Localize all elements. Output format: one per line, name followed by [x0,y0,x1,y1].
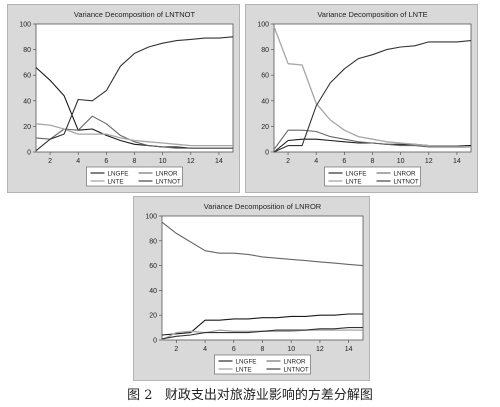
figure-caption-label: 图 2 [127,388,153,403]
legend-label-lngfe: LNGFE [346,171,367,178]
series-line-lngfe [161,313,363,336]
legend-label-lntnot: LNTNOT [394,179,419,186]
x-tick-label: 4 [203,346,207,353]
x-tick-label: 14 [453,158,461,165]
y-tick-label: 0 [27,150,31,157]
chart-panel-lnte: Variance Decomposition of LNTE 0 20 40 60 80 1… [245,4,478,193]
legend-label-lnte: LNTE [108,179,124,186]
x-tick-label: 2 [48,158,52,165]
x-tick-label: 12 [316,346,324,353]
series-line-lnror [35,115,233,149]
plot-area [161,215,364,341]
x-tick-label: 8 [261,346,265,353]
legend [86,166,183,187]
x-tick-label: 12 [425,158,433,165]
series-line-lntnot [161,327,363,340]
chart-title: Variance Decomposition of LNTE [317,10,427,19]
legend-label-lnror: LNROR [284,359,306,366]
legend-label-lnror: LNROR [394,171,416,178]
y-tick-label: 20 [149,313,157,320]
x-tick-label: 14 [215,158,223,165]
series-line-lntnot [35,36,234,152]
x-tick-label: 2 [286,158,290,165]
legend-label-lnror: LNROR [156,171,178,178]
y-tick-label: 60 [261,73,269,80]
y-tick-label: 20 [261,124,269,131]
y-tick-label: 20 [23,124,31,131]
x-tick-label: 8 [133,158,137,165]
x-tick-label: 14 [345,346,353,353]
series-line-lnror [273,129,471,150]
legend-label-lnte: LNTE [346,179,362,186]
plot-area [273,23,472,153]
legend-label-lngfe: LNGFE [108,171,129,178]
legend [324,166,421,187]
figure-caption: 图 2 财政支出对旅游业影响的方差分解图 [0,384,500,403]
legend [214,354,311,375]
series-line-lnte [273,26,472,148]
y-tick-label: 40 [261,98,269,105]
x-tick-label: 4 [76,158,80,165]
x-tick-label: 6 [232,346,236,353]
legend-label-lnte: LNTE [236,367,252,374]
x-tick-label: 2 [174,346,178,353]
chart-lntnot: Variance Decomposition of LNTNOT 0 20 40 60 8… [19,10,234,187]
y-tick-label: 80 [261,47,269,54]
x-tick-label: 8 [371,158,375,165]
chart-title: Variance Decomposition of LNROR [204,202,322,211]
series-line-lntnot [273,40,472,153]
plot-area [35,23,234,153]
y-tick-label: 100 [257,22,269,29]
y-tick-label: 100 [19,22,31,29]
y-tick-label: 60 [23,73,31,80]
y-tick-label: 0 [265,150,269,157]
legend-label-lngfe: LNGFE [236,359,257,366]
x-tick-label: 12 [187,158,195,165]
y-tick-label: 100 [145,214,157,221]
y-tick-label: 40 [149,288,157,295]
x-tick-label: 4 [314,158,318,165]
y-tick-label: 80 [149,238,157,245]
series-line-lnte [35,123,233,147]
legend-label-lntnot: LNTNOT [284,367,309,374]
x-tick-label: 6 [342,158,346,165]
x-tick-label: 10 [159,158,167,165]
chart-panel-lnror: Variance Decomposition of LNROR 0 20 40 60 80… [133,196,370,381]
y-tick-label: 40 [23,98,31,105]
x-tick-label: 6 [104,158,108,165]
chart-lnte: Variance Decomposition of LNTE 0 20 40 60 80 1… [257,10,472,187]
chart-panel-lntnot: Variance Decomposition of LNTNOT 0 20 40 60 8… [7,4,240,193]
x-tick-label: 10 [397,158,405,165]
y-tick-label: 80 [23,47,31,54]
figure-caption-text: 财政支出对旅游业影响的方差分解图 [164,388,373,403]
series-line-lnror [161,221,364,267]
chart-title: Variance Decomposition of LNTNOT [74,10,196,19]
x-tick-label: 10 [287,346,295,353]
legend-label-lntnot: LNTNOT [156,179,181,186]
chart-lnror: Variance Decomposition of LNROR 0 20 40 60 80… [145,202,364,375]
y-tick-label: 0 [153,338,157,345]
y-tick-label: 60 [149,263,157,270]
